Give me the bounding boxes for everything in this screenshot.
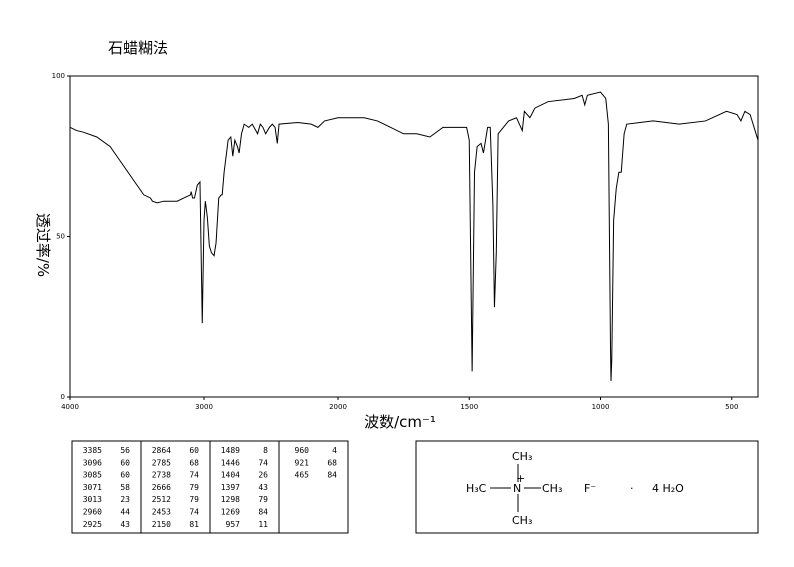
atom-label: CH₃ [512, 450, 532, 463]
transmittance-cell: 84 [327, 471, 337, 480]
peak-table: 3385 56 3096 60 3085 60 3071 58 3013 23 2960 44 2925… [83, 446, 337, 529]
transmittance-cell: 60 [120, 471, 130, 480]
transmittance-cell: 11 [258, 520, 268, 529]
plot-frame [69, 75, 759, 398]
wavenumber-cell: 957 [226, 520, 241, 529]
wavenumber-cell: 2864 [152, 446, 171, 455]
wavenumber-cell: 2666 [152, 483, 171, 492]
wavenumber-cell: 1446 [221, 458, 240, 467]
wavenumber-cell: 1489 [221, 446, 240, 455]
water: 4 H₂O [652, 482, 684, 495]
spectrum-line [69, 91, 759, 381]
transmittance-cell: 68 [327, 458, 337, 467]
transmittance-cell: 68 [189, 458, 199, 467]
wavenumber-cell: 1404 [221, 471, 240, 480]
atom-label: H₃C [466, 482, 487, 495]
transmittance-cell: 79 [258, 495, 268, 504]
wavenumber-cell: 1397 [221, 483, 240, 492]
wavenumber-cell: 2512 [152, 495, 171, 504]
transmittance-cell: 74 [189, 471, 199, 480]
transmittance-cell: 84 [258, 508, 268, 517]
wavenumber-cell: 2453 [152, 508, 171, 517]
transmittance-cell: 74 [189, 508, 199, 517]
transmittance-cell: 4 [332, 446, 337, 455]
wavenumber-cell: 2925 [83, 520, 102, 529]
x-tick-label: 4000 [61, 403, 79, 411]
wavenumber-cell: 3096 [83, 458, 102, 467]
wavenumber-cell: 1298 [221, 495, 240, 504]
transmittance-cell: 44 [120, 508, 130, 517]
transmittance-cell: 79 [189, 495, 199, 504]
structure-frame [415, 440, 759, 534]
wavenumber-cell: 2785 [152, 458, 171, 467]
atom-label: N [513, 482, 521, 495]
charge: + [516, 472, 525, 485]
transmittance-cell: 58 [120, 483, 130, 492]
x-axis-label: 波数/cm⁻¹ [364, 413, 436, 431]
transmittance-cell: 81 [189, 520, 199, 529]
y-tick-label: 0 [61, 393, 65, 401]
structure: CH₃ H₃C N + CH₃ CH₃ F⁻ · 4 H₂O [466, 450, 684, 527]
y-tick-label: 50 [56, 233, 65, 241]
wavenumber-cell: 2738 [152, 471, 171, 480]
x-tick-label: 1000 [592, 403, 610, 411]
dot: · [630, 482, 634, 495]
transmittance-cell: 60 [189, 446, 199, 455]
transmittance-cell: 74 [258, 458, 268, 467]
wavenumber-cell: 3013 [83, 495, 102, 504]
wavenumber-cell: 3085 [83, 471, 102, 480]
x-tick-label: 500 [725, 403, 738, 411]
transmittance-cell: 43 [258, 483, 268, 492]
atom-label: CH₃ [542, 482, 562, 495]
transmittance-cell: 43 [120, 520, 130, 529]
wavenumber-cell: 3071 [83, 483, 102, 492]
transmittance-cell: 56 [120, 446, 130, 455]
wavenumber-cell: 1269 [221, 508, 240, 517]
wavenumber-cell: 960 [295, 446, 310, 455]
transmittance-cell: 79 [189, 483, 199, 492]
y-tick-label: 100 [52, 72, 65, 80]
x-tick-label: 3000 [195, 403, 213, 411]
transmittance-cell: 60 [120, 458, 130, 467]
transmittance-cell: 23 [120, 495, 130, 504]
transmittance-cell: 8 [263, 446, 268, 455]
x-tick-label: 2000 [329, 403, 347, 411]
y-axis-label: 透过率/% [34, 213, 52, 277]
transmittance-cell: 26 [258, 471, 268, 480]
wavenumber-cell: 921 [295, 458, 310, 467]
anion: F⁻ [584, 482, 596, 495]
chart-title: 石蜡糊法 [108, 39, 168, 57]
x-tick-label: 1500 [460, 403, 478, 411]
atom-label: CH₃ [512, 514, 532, 527]
wavenumber-cell: 2960 [83, 508, 102, 517]
wavenumber-cell: 2150 [152, 520, 171, 529]
wavenumber-cell: 3385 [83, 446, 102, 455]
wavenumber-cell: 465 [295, 471, 310, 480]
